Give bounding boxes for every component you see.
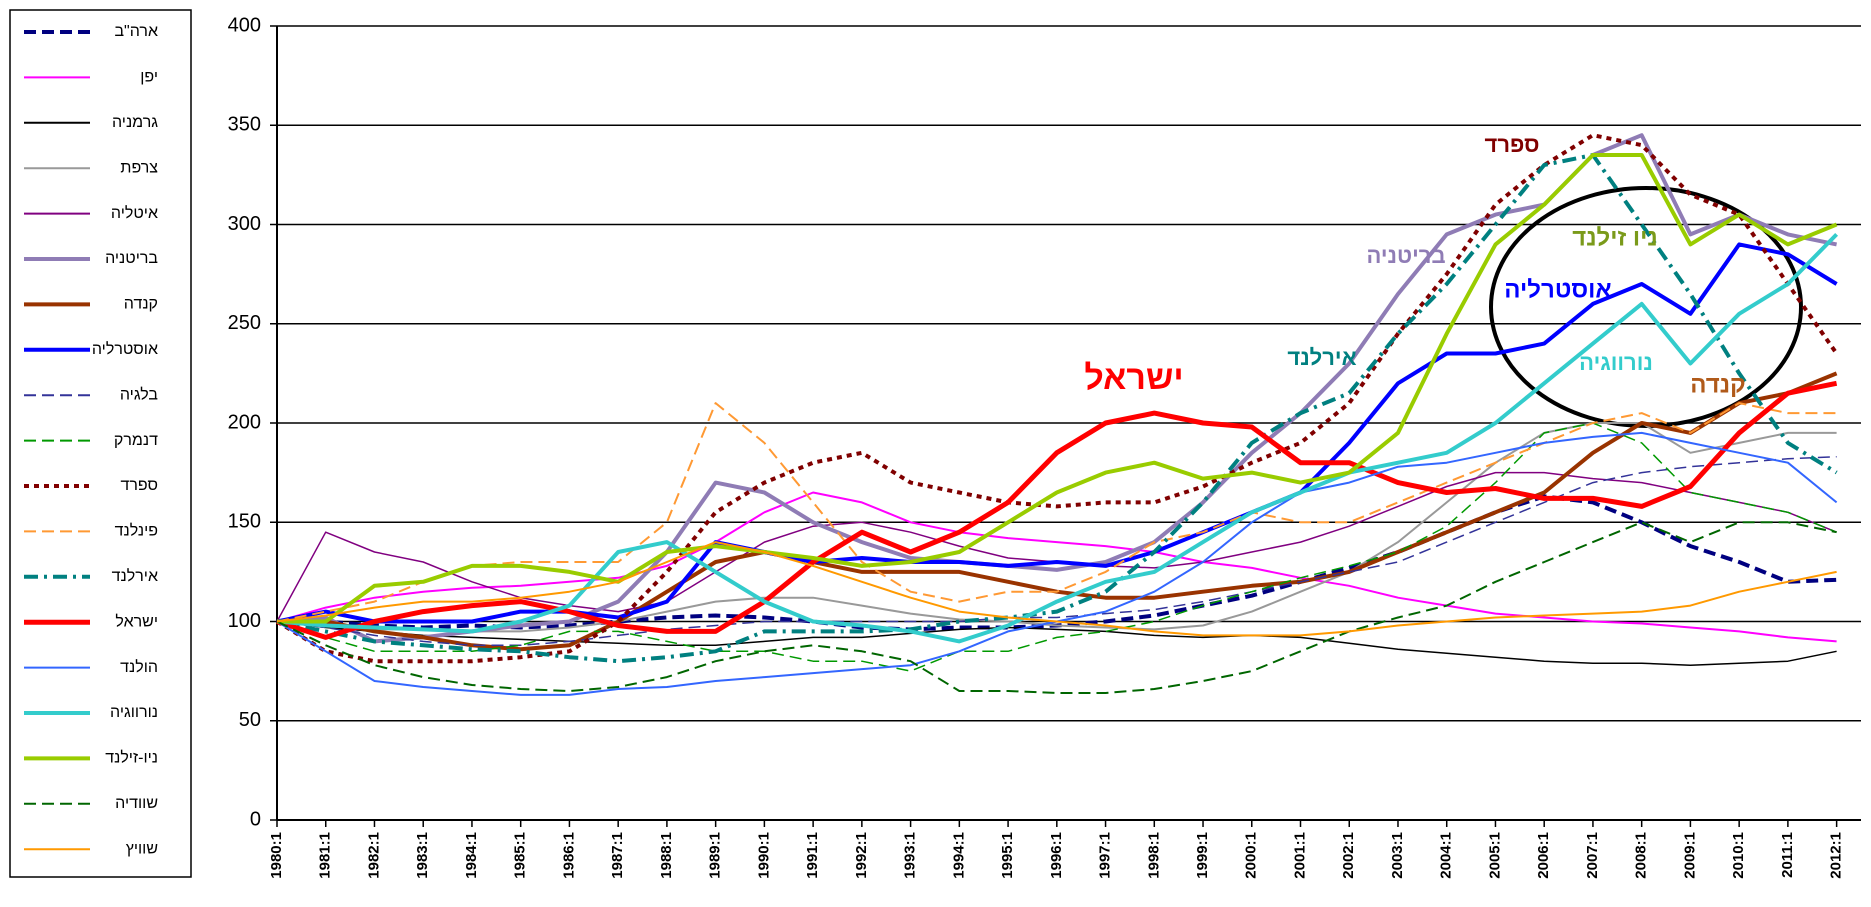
y-tick-label: 400	[228, 14, 261, 36]
series-line	[276, 242, 1838, 624]
legend-label: ארה"ב	[114, 23, 158, 40]
x-tick-label: 1988:1	[658, 832, 675, 879]
series-line	[276, 422, 1837, 672]
x-tick-label: 2007:1	[1584, 832, 1601, 879]
x-tick-label: 1995:1	[999, 832, 1016, 879]
x-tick-label: 1992:1	[853, 832, 870, 879]
x-tick-label: 2003:1	[1389, 832, 1406, 879]
legend-label: בלגיה	[120, 385, 159, 403]
x-tick-label: 1999:1	[1194, 832, 1211, 879]
legend-label: יפן	[140, 69, 158, 86]
legend-label: איטליה	[111, 204, 158, 222]
annotation: קנדה	[1690, 371, 1746, 398]
legend-label: ספרד	[120, 477, 158, 494]
x-tick-label: 1980:1	[268, 832, 285, 879]
legend-label: גרמניה	[112, 114, 158, 131]
series-line	[276, 455, 1837, 647]
legend-box	[9, 9, 192, 878]
series-line	[276, 620, 1837, 666]
y-tick-label: 150	[228, 511, 261, 533]
y-tick-label: 50	[239, 709, 261, 731]
x-tick-label: 2010:1	[1730, 832, 1747, 879]
legend-label: אוסטרליה	[92, 340, 158, 358]
series-line	[277, 371, 1838, 652]
annotation: אוסטרליה	[1504, 276, 1611, 303]
x-tick-label: 1981:1	[317, 832, 334, 879]
series-line	[276, 153, 1838, 664]
x-tick-label: 1985:1	[512, 832, 529, 879]
series-line	[276, 521, 1837, 694]
legend-label: ישראל	[115, 612, 158, 630]
y-tick-label: 300	[228, 213, 261, 235]
annotation: נורווגיה	[1579, 350, 1653, 375]
x-tick-label: 1984:1	[463, 832, 480, 879]
y-tick-label: 0	[250, 808, 261, 830]
legend-label: שוויץ	[126, 840, 158, 857]
x-tick-label: 2000:1	[1243, 832, 1260, 879]
annotation: אירלנד	[1287, 345, 1356, 370]
x-tick-label: 1987:1	[609, 832, 626, 879]
x-tick-label: 2012:1	[1828, 832, 1845, 879]
x-tick-label: 1989:1	[707, 832, 724, 879]
legend-label: נורווגיה	[110, 704, 158, 721]
legend-label: צרפת	[120, 159, 158, 176]
x-tick-label: 1986:1	[560, 832, 577, 879]
x-tick-label: 1998:1	[1145, 832, 1162, 879]
legend-label: הולנד	[120, 658, 158, 676]
annotation: ניו זילנד	[1572, 224, 1658, 251]
y-tick-label: 250	[228, 312, 261, 334]
legend-label: פינלנד	[115, 522, 158, 540]
x-tick-label: 2004:1	[1438, 832, 1455, 879]
x-tick-label: 2001:1	[1291, 832, 1308, 879]
x-tick-label: 1994:1	[950, 832, 967, 879]
x-tick-label: 2011:1	[1779, 832, 1796, 878]
series-line	[276, 232, 1839, 644]
series-line	[276, 541, 1837, 637]
x-tick-label: 2002:1	[1340, 832, 1357, 879]
legend-label: דנמרק	[114, 432, 158, 449]
x-tick-label: 1993:1	[902, 832, 919, 879]
series-line	[276, 380, 1838, 640]
x-tick-label: 2005:1	[1486, 832, 1503, 879]
x-tick-label: 1990:1	[755, 832, 772, 879]
x-tick-label: 2006:1	[1535, 832, 1552, 879]
x-tick-label: 2009:1	[1681, 832, 1698, 879]
x-tick-label: 1991:1	[804, 832, 821, 879]
annotation: ספרד	[1485, 132, 1540, 157]
y-tick-label: 200	[228, 411, 261, 433]
y-tick-label: 350	[228, 114, 261, 136]
x-tick-label: 1996:1	[1048, 832, 1065, 879]
x-tick-label: 1982:1	[365, 832, 382, 879]
x-tick-label: 2008:1	[1633, 832, 1650, 879]
series-line	[277, 153, 1838, 624]
legend-label: ניו-זילנד	[105, 749, 158, 767]
legend-label: קנדה	[124, 296, 158, 313]
series-line	[275, 133, 1839, 664]
x-tick-label: 1983:1	[414, 832, 431, 879]
legend-label: אירלנד	[112, 567, 158, 585]
legend-label: שוודיה	[115, 795, 158, 812]
x-tick-label: 1997:1	[1097, 832, 1114, 879]
legend-label: בריטניה	[105, 250, 158, 267]
annotation: ישראל	[1084, 359, 1183, 397]
annotation: בריטניה	[1366, 243, 1445, 268]
series-line	[276, 402, 1837, 623]
y-tick-label: 100	[228, 610, 261, 632]
series-line	[276, 491, 1837, 643]
